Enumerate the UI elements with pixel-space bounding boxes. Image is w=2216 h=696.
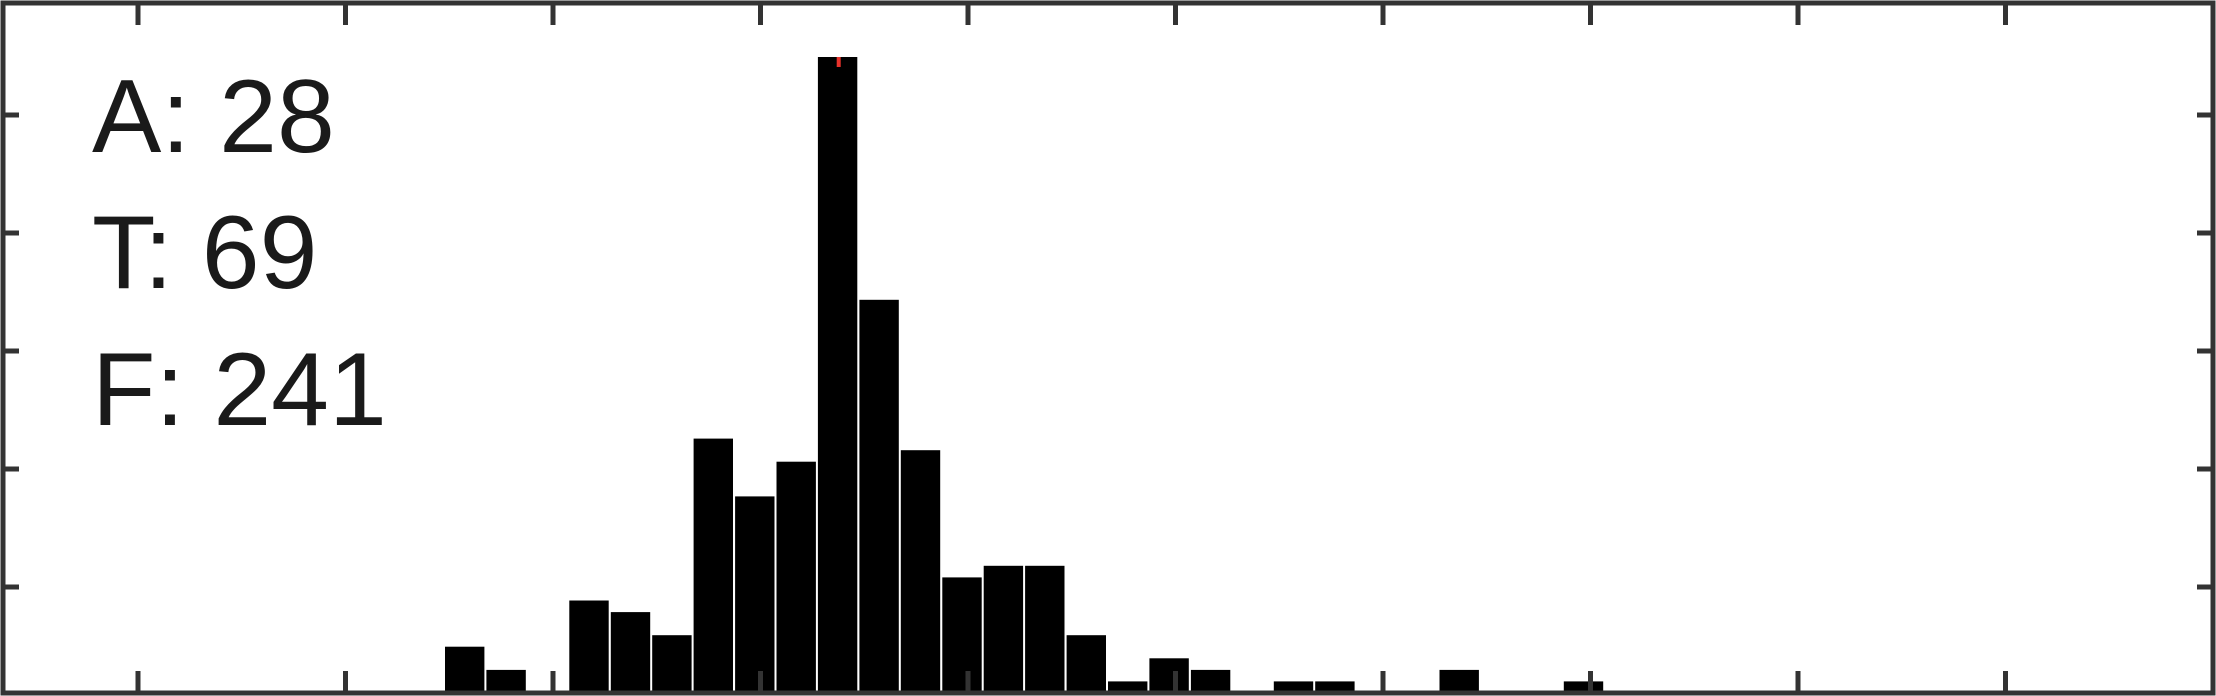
histogram-bar bbox=[445, 646, 485, 693]
histogram-bar bbox=[1563, 681, 1604, 693]
histogram-bar bbox=[735, 496, 775, 693]
histogram-bar bbox=[1108, 681, 1148, 693]
histogram-bar bbox=[817, 57, 858, 693]
histogram-bar bbox=[983, 565, 1024, 693]
annotation-t: T: 69 bbox=[92, 195, 317, 311]
histogram-bar bbox=[486, 669, 526, 693]
y-axis-ticks bbox=[3, 112, 2213, 590]
histogram-bar bbox=[900, 450, 941, 693]
histogram-bar bbox=[1190, 669, 1231, 693]
histogram-bar bbox=[693, 438, 733, 693]
peak-marker bbox=[836, 57, 841, 67]
histogram-bar bbox=[1439, 669, 1479, 693]
histogram-bar bbox=[859, 299, 899, 693]
histogram-bar bbox=[610, 612, 651, 693]
histogram-bar bbox=[1273, 681, 1314, 693]
annotation-f: F: 241 bbox=[92, 332, 387, 448]
histogram-bar bbox=[569, 600, 609, 693]
annotation-a: A: 28 bbox=[92, 59, 335, 175]
histogram-bar bbox=[1066, 635, 1106, 693]
histogram-bar bbox=[1149, 658, 1189, 693]
histogram-bars bbox=[445, 57, 1604, 693]
histogram-bar bbox=[1315, 681, 1355, 693]
histogram-bar bbox=[776, 461, 816, 693]
histogram-bar bbox=[942, 577, 982, 693]
histogram-bar bbox=[652, 635, 692, 693]
x-axis-ticks bbox=[135, 3, 2216, 693]
histogram-bar bbox=[1025, 565, 1065, 693]
